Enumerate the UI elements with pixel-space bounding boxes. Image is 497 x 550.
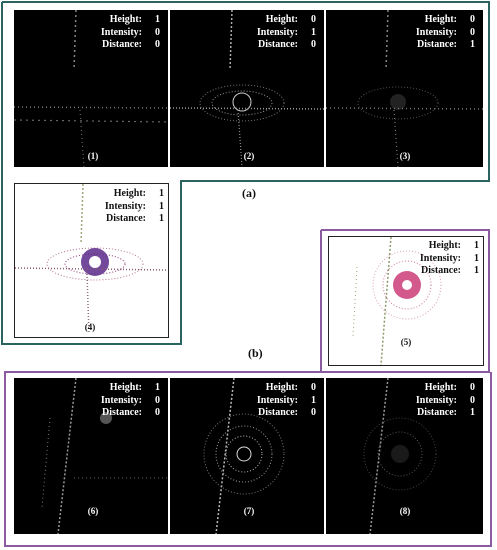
height-key: Height: [109,382,142,393]
distance-value: 1 [470,407,475,418]
height-value: 0 [470,14,475,25]
panel-label: (5) [400,337,412,347]
distance-value: 0 [155,39,160,50]
distance-value: 0 [311,407,316,418]
intensity-value: 1 [474,252,479,264]
height-key: Height: [265,382,298,393]
panel-label: (3) [399,151,411,161]
distance-key: Distance: [417,39,457,50]
intensity-key: Intensity: [256,394,298,406]
panel-label: (1) [87,151,99,161]
intensity-value: 1 [159,200,164,212]
height-value: 0 [311,382,316,393]
intensity-value: 0 [470,26,475,38]
lidar-panel-6: Height: 1 Intensity: 0 Distance: 0 (6) [14,378,168,534]
panel-label: (4) [84,322,96,332]
lidar-panel-3: Height: 0 Intensity: 0 Distance: 1 (3) [326,10,483,167]
distance-value: 0 [311,39,316,50]
intensity-key: Intensity: [415,26,457,38]
intensity-key: Intensity: [104,200,146,212]
lidar-scan-image [352,237,442,365]
intensity-value: 0 [470,394,475,406]
distance-key: Distance: [258,39,298,50]
height-key: Height: [424,14,457,25]
intensity-value: 0 [155,394,160,406]
intensity-value: 0 [155,26,160,38]
intensity-key: Intensity: [100,394,142,406]
height-value: 1 [474,240,479,251]
panel-label: (2) [243,151,255,161]
group-a-label: (a) [242,186,256,200]
height-value: 1 [155,14,160,25]
panel-label: (6) [87,506,99,516]
lidar-panel-1: Height: 1 Intensity: 0 Distance: 0 (1) [14,10,168,167]
lidar-panel-2: Height: 0 Intensity: 1 Distance: 0 (2) [170,10,324,167]
intensity-value: 1 [311,26,316,38]
distance-value: 1 [159,213,164,224]
height-value: 0 [470,382,475,393]
distance-value: 0 [155,407,160,418]
lidar-panel-8: Height: 0 Intensity: 0 Distance: 1 (8) [326,378,483,534]
lidar-panel-4: Height: 1 Intensity: 1 Distance: 1 (4) [14,183,169,338]
lidar-scan-image [203,378,285,534]
intensity-key: Intensity: [415,394,457,406]
height-value: 0 [311,14,316,25]
distance-key: Distance: [106,213,146,224]
distance-value: 1 [474,265,479,276]
lidar-scan-image [14,10,168,167]
lidar-panel-7: Height: 0 Intensity: 1 Distance: 0 (7) [170,378,324,534]
intensity-key: Intensity: [419,252,461,264]
intensity-value: 1 [311,394,316,406]
height-key: Height: [428,240,461,251]
lidar-scan-image [41,378,168,534]
distance-key: Distance: [258,407,298,418]
height-key: Height: [424,382,457,393]
height-value: 1 [159,188,164,199]
lidar-scan-image [363,378,437,534]
height-key: Height: [109,14,142,25]
intensity-key: Intensity: [100,26,142,38]
distance-key: Distance: [421,265,461,276]
height-key: Height: [113,188,146,199]
lidar-scan-image [170,10,324,167]
distance-value: 1 [470,39,475,50]
height-value: 1 [155,382,160,393]
distance-key: Distance: [102,39,142,50]
lidar-scan-image [15,184,168,335]
lidar-panel-5: Height: 1 Intensity: 1 Distance: 1 (5) [328,236,484,366]
height-key: Height: [265,14,298,25]
distance-key: Distance: [102,407,142,418]
lidar-scan-image [326,10,483,167]
intensity-key: Intensity: [256,26,298,38]
distance-key: Distance: [417,407,457,418]
panel-label: (8) [399,506,411,516]
panel-label: (7) [243,506,255,516]
group-b-label: (b) [248,346,263,360]
